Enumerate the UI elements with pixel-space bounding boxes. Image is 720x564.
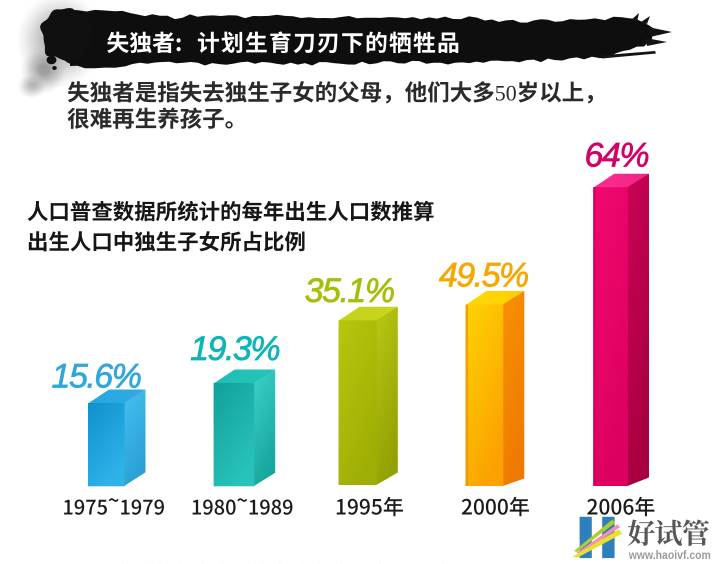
svg-text:35.1%: 35.1% (305, 272, 394, 310)
svg-text:19.3%: 19.3% (190, 330, 279, 368)
svg-text:64%: 64% (585, 136, 649, 174)
svg-text:www.haoivf.com: www.haoivf.com (628, 550, 711, 562)
svg-text:15.6%: 15.6% (52, 358, 141, 396)
svg-text:49.5%: 49.5% (439, 257, 528, 295)
